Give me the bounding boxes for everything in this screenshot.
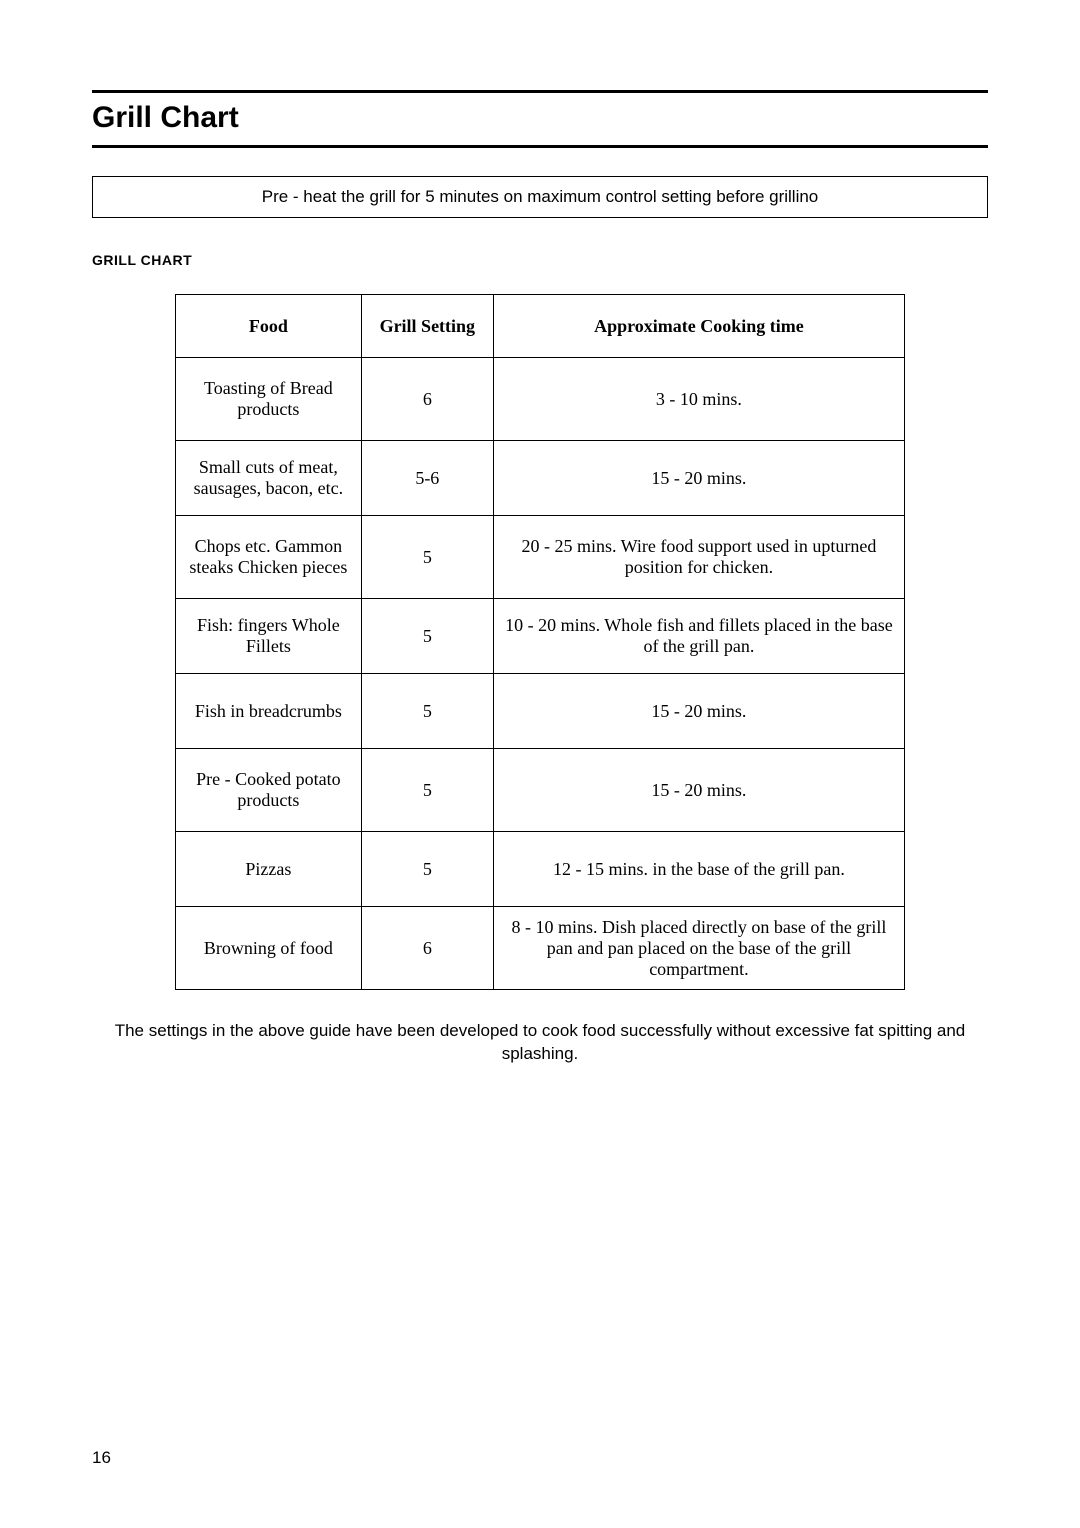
cell-food: Pizzas: [176, 832, 362, 907]
cell-food: Chops etc. Gammon steaks Chicken pieces: [176, 516, 362, 599]
cell-time: 12 - 15 mins. in the base of the grill p…: [493, 832, 904, 907]
cell-food: Small cuts of meat, sausages, bacon, etc…: [176, 441, 362, 516]
page: Grill Chart Pre - heat the grill for 5 m…: [0, 0, 1080, 1528]
cell-setting: 6: [361, 358, 493, 441]
cell-setting: 6: [361, 907, 493, 990]
grill-chart-table: Food Grill Setting Approximate Cooking t…: [175, 294, 905, 990]
cell-setting: 5: [361, 516, 493, 599]
table-row: Pre - Cooked potato products 5 15 - 20 m…: [176, 749, 905, 832]
cell-food: Fish: fingers Whole Fillets: [176, 599, 362, 674]
section-label: GRILL CHART: [92, 252, 988, 268]
table-row: Toasting of Bread products 6 3 - 10 mins…: [176, 358, 905, 441]
footnote: The settings in the above guide have bee…: [92, 1020, 988, 1066]
cell-time: 20 - 25 mins. Wire food support used in …: [493, 516, 904, 599]
table-row: Chops etc. Gammon steaks Chicken pieces …: [176, 516, 905, 599]
cell-food: Fish in breadcrumbs: [176, 674, 362, 749]
col-header-time: Approximate Cooking time: [493, 295, 904, 358]
chart-wrapper: Food Grill Setting Approximate Cooking t…: [92, 294, 988, 990]
preheat-notice: Pre - heat the grill for 5 minutes on ma…: [92, 176, 988, 218]
cell-food: Pre - Cooked potato products: [176, 749, 362, 832]
cell-time: 10 - 20 mins. Whole fish and fillets pla…: [493, 599, 904, 674]
table-row: Browning of food 6 8 - 10 mins. Dish pla…: [176, 907, 905, 990]
cell-time: 8 - 10 mins. Dish placed directly on bas…: [493, 907, 904, 990]
cell-food: Toasting of Bread products: [176, 358, 362, 441]
table-row: Fish in breadcrumbs 5 15 - 20 mins.: [176, 674, 905, 749]
cell-setting: 5: [361, 832, 493, 907]
table-row: Pizzas 5 12 - 15 mins. in the base of th…: [176, 832, 905, 907]
cell-time: 15 - 20 mins.: [493, 749, 904, 832]
table-row: Fish: fingers Whole Fillets 5 10 - 20 mi…: [176, 599, 905, 674]
col-header-setting: Grill Setting: [361, 295, 493, 358]
page-title: Grill Chart: [92, 101, 988, 135]
cell-setting: 5: [361, 674, 493, 749]
col-header-food: Food: [176, 295, 362, 358]
cell-time: 15 - 20 mins.: [493, 674, 904, 749]
table-header-row: Food Grill Setting Approximate Cooking t…: [176, 295, 905, 358]
cell-setting: 5: [361, 749, 493, 832]
cell-time: 15 - 20 mins.: [493, 441, 904, 516]
table-row: Small cuts of meat, sausages, bacon, etc…: [176, 441, 905, 516]
title-block: Grill Chart: [92, 90, 988, 148]
page-number: 16: [92, 1448, 111, 1468]
cell-setting: 5: [361, 599, 493, 674]
cell-setting: 5-6: [361, 441, 493, 516]
cell-food: Browning of food: [176, 907, 362, 990]
cell-time: 3 - 10 mins.: [493, 358, 904, 441]
